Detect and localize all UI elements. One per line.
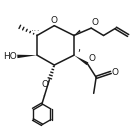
Polygon shape (74, 30, 81, 36)
Text: ...: ... (31, 27, 41, 32)
Text: O: O (88, 54, 95, 63)
Text: HO: HO (3, 52, 17, 61)
Text: O: O (42, 80, 49, 89)
Polygon shape (74, 55, 88, 65)
Text: O: O (51, 16, 58, 25)
Text: ,: , (77, 43, 80, 53)
Text: O: O (112, 68, 119, 77)
Text: O: O (92, 18, 99, 28)
Polygon shape (17, 55, 37, 58)
